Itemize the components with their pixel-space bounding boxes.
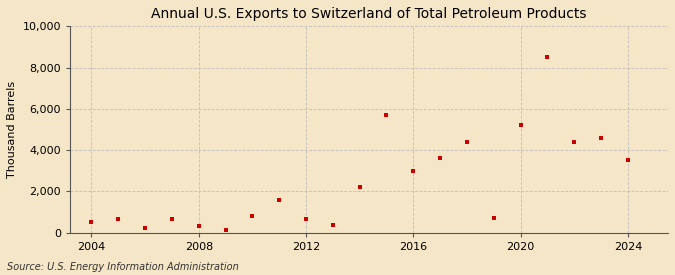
Title: Annual U.S. Exports to Switzerland of Total Petroleum Products: Annual U.S. Exports to Switzerland of To…	[151, 7, 587, 21]
Point	[569, 140, 580, 144]
Y-axis label: Thousand Barrels: Thousand Barrels	[7, 81, 17, 178]
Point	[515, 123, 526, 128]
Point	[140, 226, 151, 231]
Point	[622, 158, 633, 163]
Point	[274, 197, 285, 202]
Point	[220, 228, 231, 233]
Point	[86, 220, 97, 224]
Point	[408, 169, 418, 173]
Point	[193, 224, 204, 229]
Point	[381, 113, 392, 117]
Text: Source: U.S. Energy Information Administration: Source: U.S. Energy Information Administ…	[7, 262, 238, 272]
Point	[595, 136, 606, 140]
Point	[247, 214, 258, 218]
Point	[462, 140, 472, 144]
Point	[327, 223, 338, 227]
Point	[113, 217, 124, 221]
Point	[167, 217, 178, 221]
Point	[435, 156, 446, 161]
Point	[354, 185, 365, 189]
Point	[488, 216, 499, 220]
Point	[300, 217, 311, 221]
Point	[542, 55, 553, 59]
